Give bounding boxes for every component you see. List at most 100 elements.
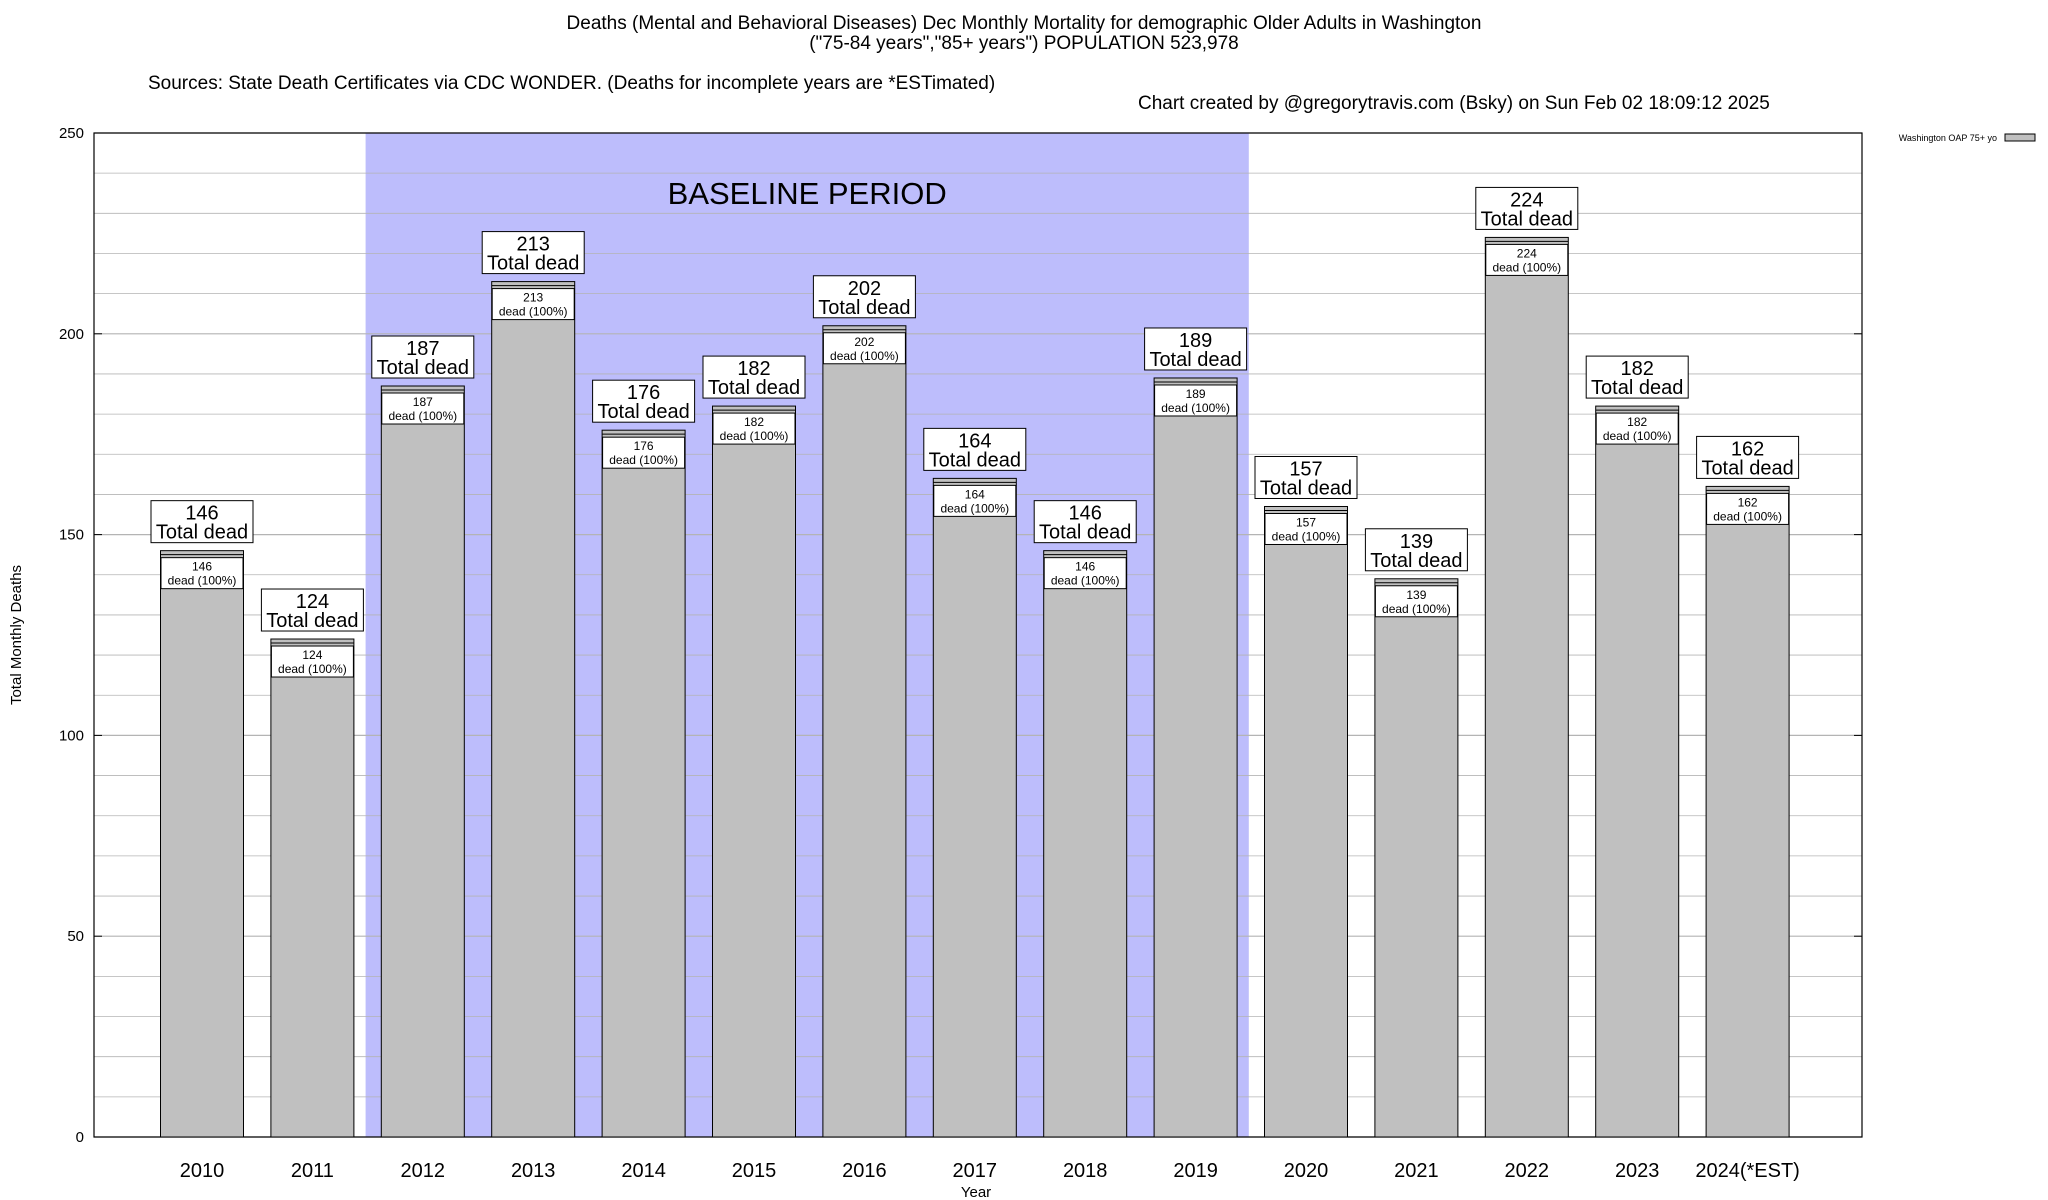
bar-value-label: 189 — [1186, 387, 1206, 401]
bar-total-label-box — [1696, 435, 1800, 479]
bar-percent-label: dead (100%) — [388, 409, 457, 423]
bar-value-label: 176 — [634, 439, 654, 453]
bar-total-value: 139 — [1400, 531, 1433, 553]
bar-percent-label: dead (100%) — [940, 501, 1009, 515]
bar-total-text: Total dead — [1039, 522, 1131, 544]
bar-total-value: 189 — [1179, 330, 1212, 352]
bar-total-value: 176 — [627, 382, 660, 404]
bar-total-value: 213 — [517, 234, 550, 256]
bar-total-value: 124 — [296, 591, 329, 613]
bar-total-text: Total dead — [266, 610, 358, 632]
bar-percent-label: dead (100%) — [1713, 509, 1782, 523]
bar-total-label-box — [150, 500, 254, 544]
bar-total-value: 187 — [406, 338, 439, 360]
legend-label: Washington OAP 75+ yo — [1899, 133, 1997, 143]
bar-total-value: 146 — [1069, 503, 1102, 525]
bar — [601, 429, 686, 1138]
bar — [1043, 550, 1128, 1138]
y-tick-label: 200 — [59, 326, 84, 343]
bar-total-text: Total dead — [1260, 477, 1352, 499]
bar-total-label-box — [260, 588, 364, 632]
bar-percent-label: dead (100%) — [499, 305, 568, 319]
bar-inner-label-box — [381, 392, 465, 425]
bar — [932, 477, 1017, 1138]
bar-value-label: 202 — [854, 335, 874, 349]
bar-value-label: 139 — [1406, 588, 1426, 602]
bar-inner-label-box — [160, 557, 244, 590]
x-tick-label: 2024(*EST) — [1695, 1160, 1800, 1182]
x-tick-label: 2014 — [621, 1160, 666, 1182]
bar-percent-label: dead (100%) — [278, 662, 347, 676]
bar-total-text: Total dead — [818, 297, 910, 319]
bar-value-label: 157 — [1296, 515, 1316, 529]
bar-total-value: 157 — [1289, 458, 1322, 480]
x-tick-label: 2011 — [291, 1160, 334, 1182]
bar — [491, 281, 576, 1138]
bar-total-label-box — [592, 379, 696, 423]
bar — [1153, 377, 1238, 1138]
x-tick-label: 2016 — [842, 1160, 887, 1182]
bar-total-label-box — [812, 275, 916, 319]
bar-total-label-box — [1585, 355, 1689, 399]
bar — [380, 385, 465, 1138]
bar — [1595, 405, 1680, 1138]
bar-inner-label-box — [602, 436, 686, 469]
chart-source: Sources: State Death Certificates via CD… — [148, 73, 996, 94]
bar — [1484, 236, 1569, 1138]
bar-total-value: 162 — [1731, 438, 1764, 460]
bar-inner-label-box — [1706, 492, 1790, 525]
chart-subtitle: ("75-84 years","85+ years") POPULATION 5… — [809, 33, 1239, 54]
bar-total-value: 146 — [185, 503, 218, 525]
x-tick-label: 2018 — [1063, 1160, 1108, 1182]
bar-total-label-box — [1364, 528, 1468, 572]
bar-inner-label-box — [1485, 243, 1569, 276]
bar-percent-label: dead (100%) — [609, 453, 678, 467]
bar-total-value: 164 — [958, 430, 991, 452]
bar-total-value: 224 — [1510, 189, 1543, 211]
bar — [160, 550, 244, 1138]
y-axis-label: Total Monthly Deaths — [8, 565, 25, 705]
y-tick-label: 50 — [67, 928, 84, 945]
x-tick-label: 2019 — [1173, 1160, 1218, 1182]
bar-inner-label-box — [1154, 384, 1238, 417]
bar-total-text: Total dead — [156, 522, 248, 544]
chart-source-line: Sources: State Death Certificates via CD… — [0, 54, 2048, 134]
bar-total-value: 182 — [737, 358, 770, 380]
x-tick-label: 2022 — [1505, 1160, 1550, 1182]
bar-inner-label-box — [1264, 512, 1348, 545]
bar-percent-label: dead (100%) — [1382, 602, 1451, 616]
x-tick-label: 2010 — [180, 1160, 225, 1182]
bar-value-label: 124 — [302, 648, 322, 662]
bar-inner-label-box — [1043, 557, 1127, 590]
bar-total-value: 202 — [848, 278, 881, 300]
bar-total-text: Total dead — [708, 377, 800, 399]
bar-value-label: 146 — [192, 560, 212, 574]
bar-percent-label: dead (100%) — [168, 574, 237, 588]
bar-value-label: 162 — [1738, 495, 1758, 509]
bar-inner-label-box — [933, 484, 1017, 517]
bar-total-text: Total dead — [1701, 457, 1793, 479]
bar-total-label-box — [1475, 186, 1579, 230]
bar-total-text: Total dead — [1370, 550, 1462, 572]
y-tick-label: 250 — [59, 125, 84, 142]
x-tick-label: 2023 — [1615, 1160, 1660, 1182]
bar-total-label-box — [371, 335, 475, 379]
bar-percent-label: dead (100%) — [1051, 574, 1120, 588]
baseline-label: BASELINE PERIOD — [668, 176, 947, 211]
x-tick-label: 2013 — [511, 1160, 556, 1182]
bar-total-text: Total dead — [1591, 377, 1683, 399]
bar — [270, 638, 355, 1138]
bar-value-label: 187 — [413, 395, 433, 409]
y-tick-label: 150 — [59, 527, 84, 544]
bar-value-label: 224 — [1517, 246, 1537, 260]
bar-percent-label: dead (100%) — [830, 349, 899, 363]
bar-total-text: Total dead — [1149, 349, 1241, 371]
y-tick-label: 100 — [59, 727, 84, 744]
bar-total-label-box — [1144, 327, 1248, 371]
bar — [712, 405, 796, 1138]
bar-total-text: Total dead — [377, 357, 469, 379]
bar-percent-label: dead (100%) — [1603, 429, 1672, 443]
bar-inner-label-box — [712, 412, 796, 445]
y-tick-label: 0 — [76, 1129, 84, 1146]
